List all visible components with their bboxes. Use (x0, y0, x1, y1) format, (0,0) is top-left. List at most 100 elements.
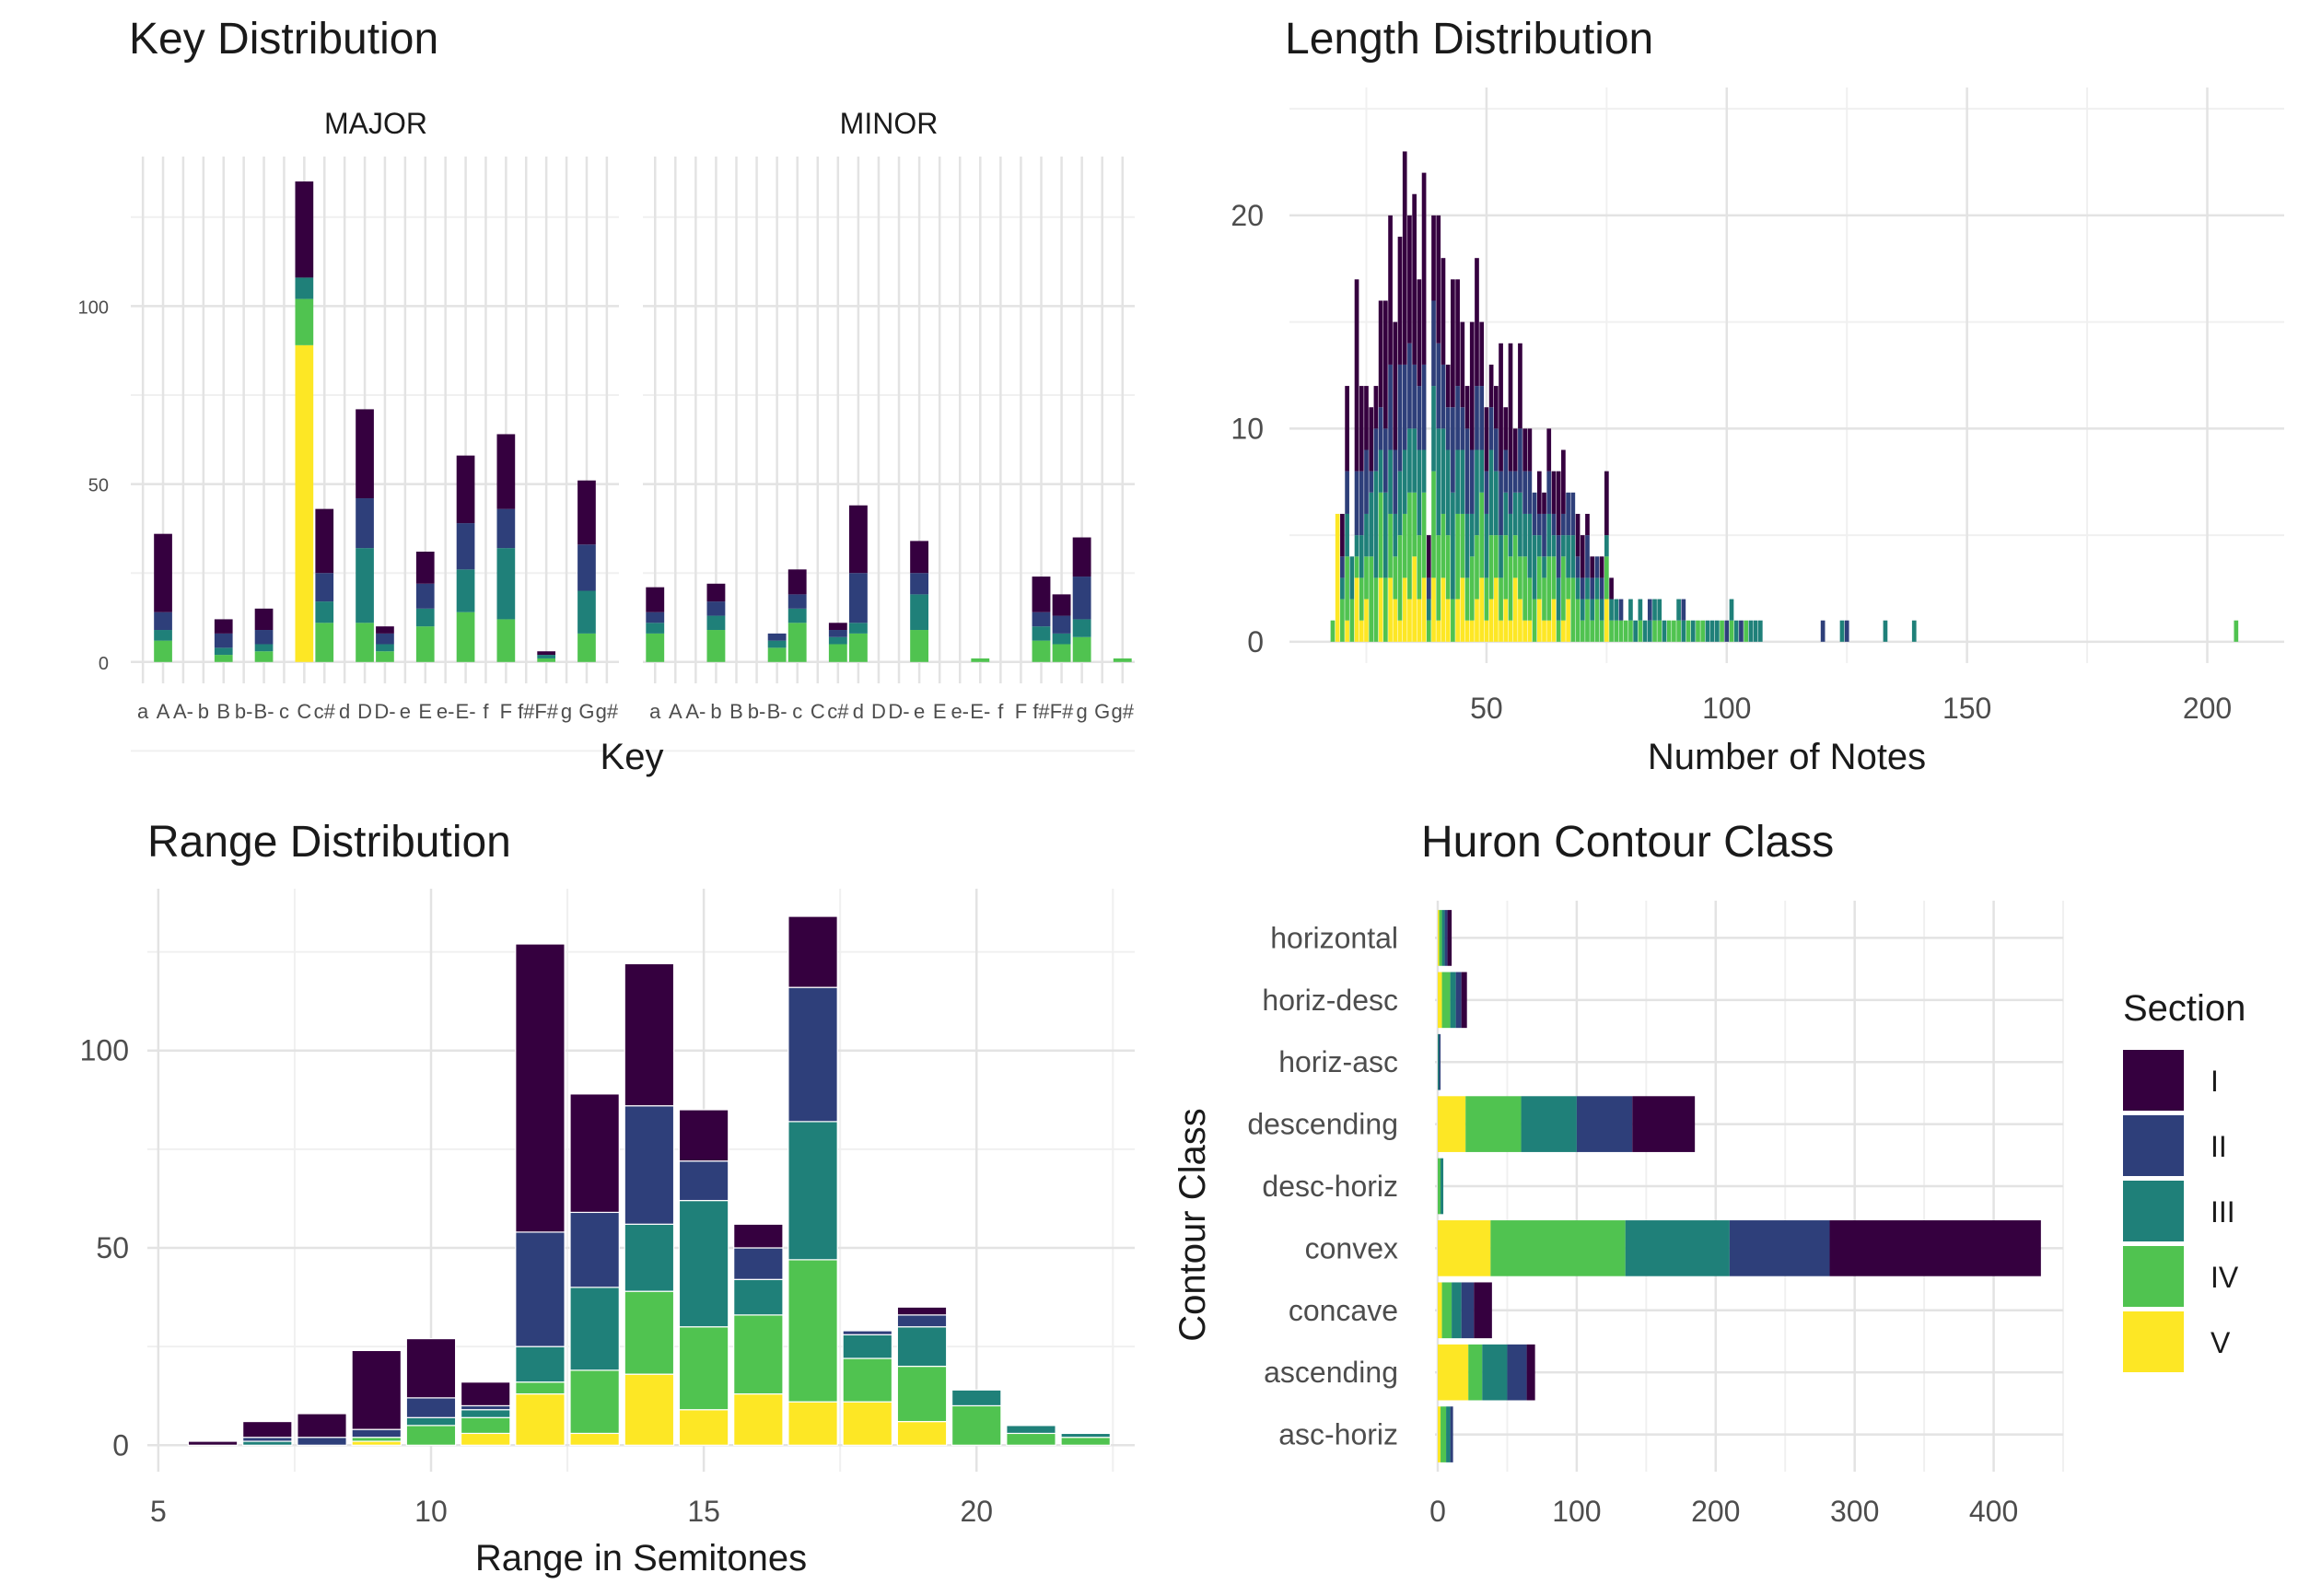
key-bar-segment (415, 608, 435, 627)
key-x-tick-label: b (198, 700, 209, 723)
key-bar-segment (456, 569, 475, 612)
length-bar-segment (1445, 449, 1451, 536)
length-bar-segment (1518, 599, 1522, 642)
key-bar-segment (828, 644, 847, 662)
range-bar-segment (1060, 1432, 1111, 1439)
range-x-tick-label: 5 (150, 1495, 167, 1528)
length-bar-segment (1638, 599, 1643, 621)
length-bar-segment (1522, 428, 1527, 472)
key-y-tick-label: 0 (99, 654, 109, 674)
key-bar-segment (154, 640, 172, 662)
length-bar-segment (1839, 620, 1845, 642)
length-bar-segment (1479, 577, 1485, 642)
contour-bar-segment (1455, 972, 1462, 1029)
key-bar-segment (1052, 644, 1071, 662)
key-bar-segment (646, 623, 665, 634)
key-bar-segment (1032, 577, 1051, 612)
key-x-tick-label: A- (685, 700, 706, 723)
range-bar-segment (351, 1428, 402, 1439)
key-bar-segment (214, 655, 233, 662)
length-bar-segment (1512, 428, 1518, 472)
length-bar-segment (1455, 386, 1460, 450)
length-bar-segment (1499, 471, 1503, 536)
key-bar-segment (910, 541, 929, 574)
key-x-tick-label: G (1094, 700, 1110, 723)
contour-bar-segment (1625, 1220, 1730, 1276)
key-bar-segment (315, 601, 334, 623)
length-bar-segment (1354, 471, 1359, 536)
contour-bar-segment (1439, 910, 1442, 966)
length-bar-segment (1345, 471, 1349, 514)
length-bar-segment (2234, 620, 2239, 642)
length-bar-segment (1373, 577, 1379, 642)
key-bar-segment (496, 434, 516, 509)
length-bar-segment (1460, 449, 1465, 514)
length-ticks: 50 100 150 200 0 10 20 (1231, 199, 2232, 725)
length-bar-segment (1536, 535, 1542, 557)
contour-bar-segment (1441, 1158, 1444, 1215)
range-bar-segment (678, 1109, 729, 1162)
contour-bar-segment (1829, 1220, 2041, 1276)
legend-swatch (2123, 1311, 2184, 1372)
key-bar-segment (910, 594, 929, 631)
length-bar-segment (1359, 577, 1364, 621)
length-bar-segment (1373, 428, 1379, 472)
key-bar-segment (376, 644, 394, 652)
length-bar-segment (1393, 321, 1398, 450)
key-x-tick-label: b (710, 700, 721, 723)
key-bar-segment (910, 573, 929, 595)
contour-bar-segment (1441, 1282, 1452, 1339)
key-bar-segment (1032, 612, 1051, 627)
contour-y-tick-label: asc-horiz (1278, 1418, 1398, 1451)
contour-x-tick-label: 0 (1429, 1495, 1446, 1528)
range-title: Range Distribution (147, 818, 511, 867)
range-bar-segment (842, 1330, 893, 1335)
length-bar-segment (1532, 535, 1537, 600)
length-bar-segment (1388, 449, 1393, 514)
length-bar-segment (1518, 492, 1522, 557)
contour-bar-segment (1447, 910, 1452, 966)
key-bar-segment (356, 409, 374, 499)
legend-label: I (2211, 1065, 2219, 1098)
length-bar-segment (1412, 556, 1417, 642)
range-bar-segment (460, 1404, 511, 1411)
length-bar-segment (1575, 556, 1581, 578)
length-bar-segment (1383, 577, 1388, 642)
contour-bar-segment (1438, 1096, 1466, 1152)
length-bar-segment (1464, 428, 1470, 514)
range-bar-segment (460, 1381, 511, 1407)
key-x-tick-label: e- (951, 700, 969, 723)
key-bar-segment (828, 630, 847, 637)
length-bar-segment (1590, 556, 1595, 578)
range-y-tick-label: 0 (112, 1428, 129, 1462)
length-bar-segment (1536, 513, 1542, 536)
key-bar-segment (214, 619, 233, 634)
length-bar-segment (1729, 620, 1734, 642)
range-bar-segment (460, 1409, 511, 1418)
range-bars (187, 915, 1111, 1446)
key-bar-segment (315, 573, 334, 602)
length-bar-segment (1508, 556, 1513, 621)
length-bar-segment (1527, 428, 1533, 472)
key-x-tick-label: B- (767, 700, 787, 723)
range-bar-segment (733, 1223, 784, 1249)
length-bar-segment (1499, 620, 1503, 642)
length-bar-segment (1556, 535, 1561, 578)
contour-bar-segment (1507, 1344, 1527, 1401)
length-bar-segment (1397, 620, 1403, 642)
length-bar-segment (1484, 577, 1489, 621)
length-bar-segment (1369, 492, 1374, 557)
length-x-tick-label: 200 (2183, 692, 2232, 725)
length-bar-segment (1757, 620, 1763, 642)
contour-x-tick-label: 200 (1691, 1495, 1740, 1528)
range-bar-segment (951, 1389, 1002, 1407)
length-bar-segment (1733, 620, 1739, 642)
contour-bar-segment (1441, 1406, 1447, 1462)
length-bar-segment (1690, 620, 1696, 642)
length-bar-segment (1494, 535, 1499, 578)
contour-bar-segment (1576, 1096, 1633, 1152)
contour-y-tick-label: convex (1305, 1231, 1398, 1264)
contour-y-tick-label: ascending (1264, 1356, 1398, 1389)
contour-y-tick-label: horizontal (1270, 921, 1398, 954)
key-bar-segment (376, 651, 394, 662)
